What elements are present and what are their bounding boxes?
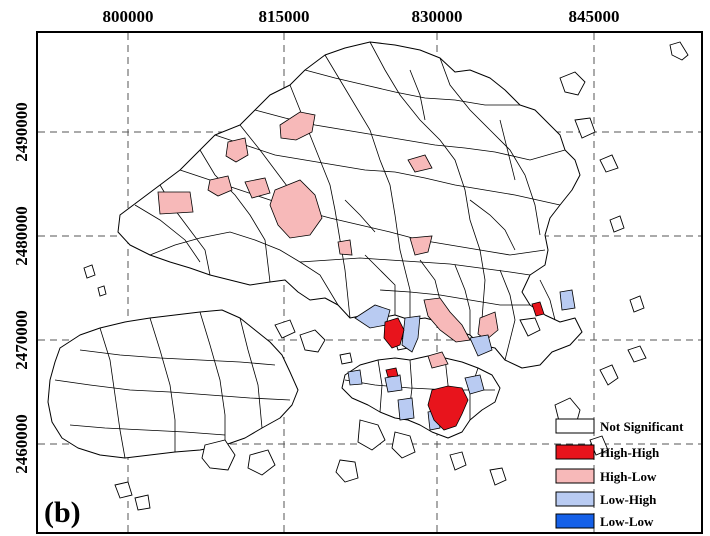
high-high-clusters — [383, 301, 545, 431]
low-high-polygon — [397, 397, 415, 421]
high-high-polygon — [385, 367, 399, 378]
panel-label: (b) — [44, 496, 81, 529]
high-low-polygon — [337, 239, 353, 256]
high-low-polygon — [279, 111, 316, 141]
high-high-polygon — [531, 301, 545, 317]
legend-swatch-high-low — [555, 468, 595, 484]
high-low-polygon — [477, 311, 499, 341]
high-low-clusters — [157, 111, 499, 369]
y-tick-label-2: 2470000 — [12, 310, 31, 370]
x-tick-label-0: 800000 — [103, 7, 154, 26]
legend-label-not-significant: Not Significant — [600, 419, 684, 434]
high-low-polygon — [207, 175, 233, 197]
y-tick-label-3: 2460000 — [12, 414, 31, 474]
high-low-polygon — [157, 191, 194, 215]
low-high-polygon — [354, 304, 391, 329]
low-high-polygon — [464, 374, 485, 395]
legend-swatch-low-low — [555, 513, 595, 529]
high-high-polygon — [427, 385, 469, 431]
legend-swatch-high-high — [555, 444, 595, 460]
high-high-polygon — [383, 317, 405, 349]
y-tick-label-1: 2480000 — [12, 206, 31, 266]
district-boundaries-north — [134, 41, 566, 361]
high-low-polygon — [269, 179, 323, 239]
high-low-polygon — [225, 137, 249, 163]
high-low-polygon — [407, 154, 433, 173]
x-tick-label-3: 845000 — [569, 7, 620, 26]
legend-label-high-high: High-High — [600, 445, 660, 460]
legend-swatch-low-high — [555, 491, 595, 507]
high-low-polygon — [244, 177, 271, 199]
legend-label-high-low: High-Low — [600, 469, 657, 484]
legend-label-low-low: Low-Low — [600, 514, 654, 529]
lantau-outline — [47, 309, 299, 459]
low-high-polygon — [559, 289, 576, 311]
legend-label-low-high: Low-High — [600, 492, 657, 507]
legend: Not Significant High-High High-Low Low-H… — [555, 418, 684, 529]
x-tick-label-2: 830000 — [412, 7, 463, 26]
low-high-polygon — [469, 334, 493, 357]
low-high-polygon — [384, 374, 403, 393]
high-low-polygon — [409, 235, 433, 256]
low-high-polygon — [401, 315, 421, 353]
landmass-lantau — [47, 309, 299, 459]
y-tick-label-0: 2490000 — [12, 102, 31, 162]
low-high-polygon — [347, 369, 363, 386]
x-tick-label-1: 815000 — [259, 7, 310, 26]
high-low-polygon — [423, 297, 471, 343]
high-low-polygon — [427, 351, 449, 369]
legend-swatch-not-significant — [555, 418, 595, 434]
low-high-clusters — [347, 289, 576, 431]
